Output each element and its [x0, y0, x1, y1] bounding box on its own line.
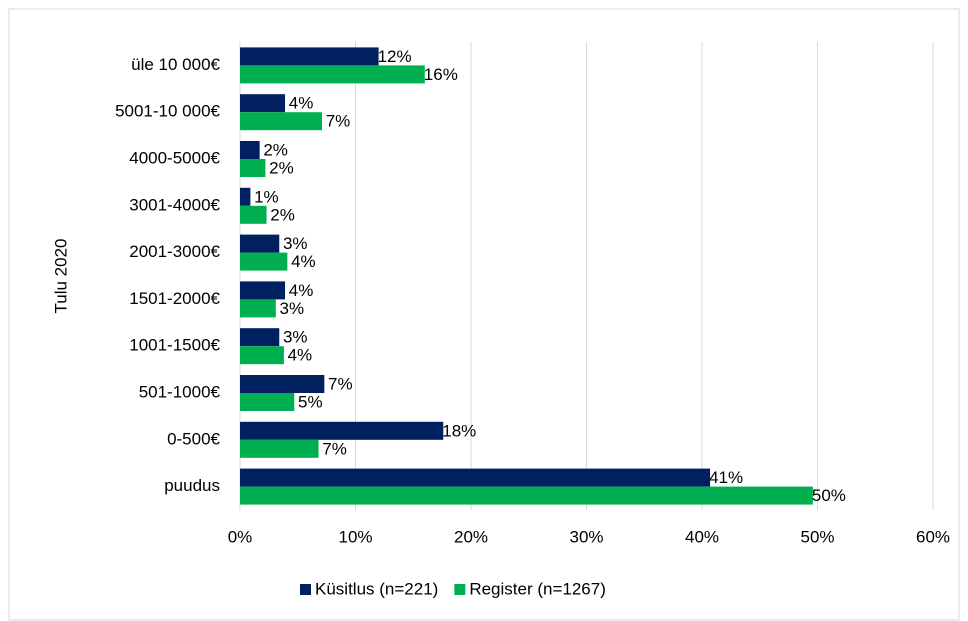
bar [240, 281, 286, 300]
bar [240, 439, 319, 458]
y-tick-label: 3001-4000€ [129, 195, 220, 214]
x-tick-label: 50% [800, 527, 834, 546]
data-label: 3% [283, 328, 308, 347]
bar [240, 468, 711, 487]
data-label: 3% [280, 299, 305, 318]
data-label: 1% [254, 187, 279, 206]
data-label: 2% [270, 205, 295, 224]
data-label: 7% [326, 112, 351, 131]
data-label: 7% [328, 374, 353, 393]
bar [240, 421, 444, 440]
data-label: 50% [812, 486, 846, 505]
data-label: 18% [442, 421, 476, 440]
data-label: 3% [283, 234, 308, 253]
x-tick-label: 40% [685, 527, 719, 546]
bar [240, 299, 276, 318]
y-tick-label: 1001-1500€ [129, 336, 220, 355]
bar [240, 375, 325, 393]
bar [240, 65, 425, 84]
bar [240, 205, 267, 224]
y-tick-label: 2001-3000€ [129, 242, 220, 261]
data-label: 7% [322, 439, 347, 458]
legend-label: Küsitlus (n=221) [315, 579, 438, 598]
y-tick-label: 0-500€ [167, 429, 220, 448]
data-label: 4% [289, 281, 314, 300]
x-tick-label: 30% [569, 527, 603, 546]
bar [240, 393, 295, 411]
data-label: 4% [288, 346, 313, 365]
y-tick-label: 501-1000€ [139, 382, 221, 401]
x-tick-label: 0% [228, 527, 253, 546]
data-label: 2% [263, 140, 288, 159]
data-label: 4% [291, 252, 316, 271]
bar [240, 234, 280, 253]
bar [240, 47, 379, 66]
y-tick-label: üle 10 000€ [131, 55, 220, 74]
chart-frame [8, 8, 960, 621]
bar [240, 187, 251, 206]
y-tick-label: puudus [164, 476, 220, 495]
bar [240, 328, 280, 347]
bar [240, 94, 286, 113]
bar [240, 252, 288, 271]
legend-swatch [454, 584, 466, 595]
y-axis-label: Tulu 2020 [51, 239, 70, 314]
legend-swatch [300, 584, 311, 595]
x-tick-label: 10% [338, 527, 372, 546]
y-tick-label: 1501-2000€ [129, 289, 220, 308]
x-tick-label: 60% [916, 527, 950, 546]
data-label: 16% [424, 65, 458, 84]
bar [240, 486, 813, 505]
x-tick-label: 20% [454, 527, 488, 546]
data-label: 12% [378, 47, 412, 66]
y-tick-label: 5001-10 000€ [115, 102, 220, 121]
data-label: 2% [269, 158, 294, 177]
data-label: 41% [709, 468, 743, 487]
bar [240, 159, 266, 177]
legend-label: Register (n=1267) [469, 579, 606, 598]
data-label: 4% [289, 94, 314, 113]
y-tick-label: 4000-5000€ [129, 148, 220, 167]
bar [240, 112, 323, 131]
bar [240, 346, 284, 365]
data-label: 5% [298, 392, 323, 411]
bar [240, 141, 260, 159]
